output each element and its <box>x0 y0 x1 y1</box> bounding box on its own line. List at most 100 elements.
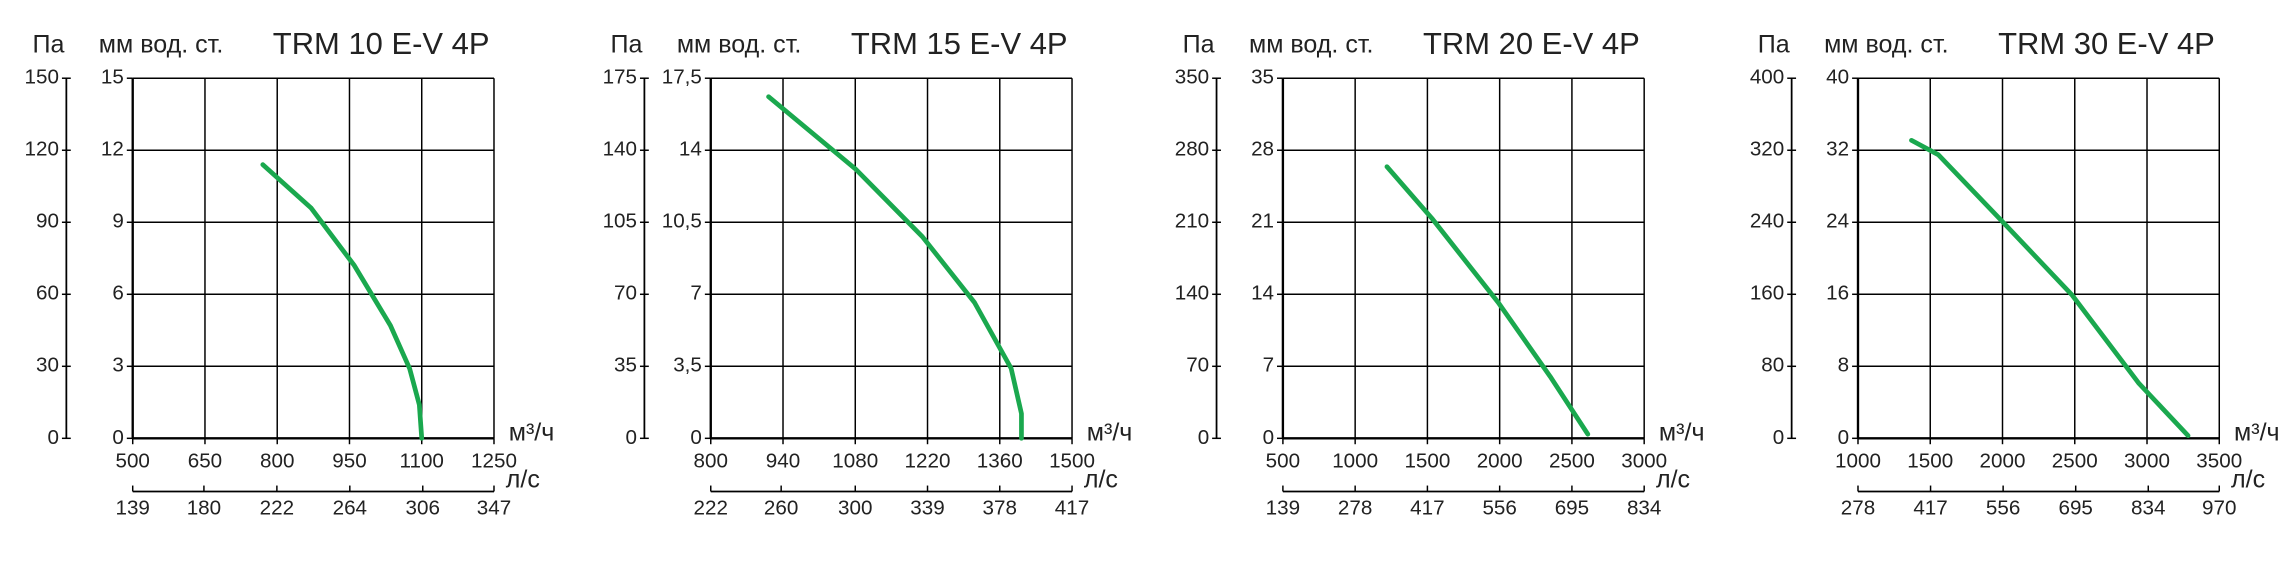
y2-tick-label: 14 <box>1251 282 1274 305</box>
x-tick-label: 3500 <box>2196 449 2242 472</box>
x-tick-label: 1000 <box>1332 449 1378 472</box>
y-axis-label: Па <box>32 30 64 58</box>
x2-tick-label: 970 <box>2202 497 2236 520</box>
x2-tick-label: 556 <box>1986 497 2020 520</box>
y-axis-label: Па <box>610 30 642 58</box>
y-tick-label: 140 <box>603 138 637 161</box>
x2-tick-label: 139 <box>1266 497 1300 520</box>
chart-title: TRM 20 E-V 4P <box>1423 26 1640 61</box>
x2-tick-label: 306 <box>406 497 440 520</box>
y2-tick-label: 35 <box>1251 66 1274 89</box>
x2-axis-label: л/с <box>506 466 540 494</box>
x-tick-label: 800 <box>260 449 294 472</box>
y-tick-label: 400 <box>1750 66 1784 89</box>
y2-tick-label: 9 <box>112 210 123 233</box>
x-tick-label: 2000 <box>1980 449 2026 472</box>
curve <box>766 94 1024 441</box>
x-tick-label: 500 <box>1266 449 1300 472</box>
y2-tick-label: 0 <box>1838 426 1849 449</box>
x2-tick-label: 300 <box>838 497 872 520</box>
x-tick-label: 1000 <box>1835 449 1881 472</box>
x-tick-label: 1500 <box>1049 449 1095 472</box>
y-tick-label: 210 <box>1175 210 1209 233</box>
x2-tick-label: 347 <box>477 497 511 520</box>
x-tick-label: 2000 <box>1477 449 1523 472</box>
x-tick-label: 650 <box>188 449 222 472</box>
curve <box>260 162 425 441</box>
chart-title: TRM 15 E-V 4P <box>851 26 1068 61</box>
x2-tick-label: 339 <box>910 497 944 520</box>
x2-tick-label: 222 <box>260 497 294 520</box>
y2-tick-label: 7 <box>1263 354 1274 377</box>
x-tick-label: 1360 <box>977 449 1023 472</box>
y-tick-label: 30 <box>36 354 59 377</box>
x-tick-label: 500 <box>115 449 149 472</box>
y2-tick-label: 28 <box>1251 138 1274 161</box>
y-tick-label: 70 <box>1186 354 1209 377</box>
x-axis-label: м³/ч <box>509 419 555 447</box>
y-tick-label: 90 <box>36 210 59 233</box>
y-tick-label: 80 <box>1761 354 1784 377</box>
x-axis-label: м³/ч <box>1659 419 1705 447</box>
x2-tick-label: 417 <box>1410 497 1444 520</box>
y2-tick-label: 12 <box>101 138 124 161</box>
x-tick-label: 1500 <box>1404 449 1450 472</box>
x2-tick-label: 222 <box>694 497 728 520</box>
x-axis-label: м³/ч <box>2234 419 2280 447</box>
y-tick-label: 70 <box>614 282 637 305</box>
curve <box>1384 164 1591 437</box>
y-tick-label: 120 <box>25 138 59 161</box>
x-tick-label: 940 <box>766 449 800 472</box>
y-tick-label: 240 <box>1750 210 1784 233</box>
y-tick-label: 35 <box>614 354 637 377</box>
x-tick-label: 2500 <box>1549 449 1595 472</box>
x2-tick-label: 278 <box>1841 497 1875 520</box>
x2-axis-label: л/с <box>1656 466 1690 494</box>
x2-tick-label: 417 <box>1913 497 1947 520</box>
y2-tick-label: 24 <box>1826 210 1849 233</box>
y2-tick-label: 14 <box>679 138 702 161</box>
y2-tick-label: 0 <box>690 426 701 449</box>
y2-axis-label: мм вод. ст. <box>677 30 802 58</box>
x2-tick-label: 264 <box>333 497 367 520</box>
y2-axis-label: мм вод. ст. <box>1824 30 1949 58</box>
chart-title: TRM 10 E-V 4P <box>273 26 490 61</box>
y2-tick-label: 0 <box>112 426 123 449</box>
x-tick-label: 1250 <box>471 449 517 472</box>
x-tick-label: 950 <box>332 449 366 472</box>
y2-tick-label: 21 <box>1251 210 1274 233</box>
y-tick-label: 0 <box>1198 426 1209 449</box>
y-axis-label: Па <box>1183 30 1215 58</box>
y-tick-label: 280 <box>1175 138 1209 161</box>
x-axis-label: м³/ч <box>1087 419 1133 447</box>
y-tick-label: 175 <box>603 66 637 89</box>
y2-tick-label: 6 <box>112 282 123 305</box>
x2-tick-label: 417 <box>1055 497 1089 520</box>
x2-tick-label: 556 <box>1482 497 1516 520</box>
y-tick-label: 350 <box>1175 66 1209 89</box>
curve <box>1909 137 2191 438</box>
x-tick-label: 3000 <box>2124 449 2170 472</box>
x2-tick-label: 278 <box>1338 497 1372 520</box>
x-tick-label: 1220 <box>905 449 951 472</box>
x2-tick-label: 834 <box>2131 497 2165 520</box>
y2-tick-label: 8 <box>1838 354 1849 377</box>
x2-tick-label: 378 <box>983 497 1017 520</box>
y2-tick-label: 16 <box>1826 282 1849 305</box>
x2-axis-label: л/с <box>1084 466 1118 494</box>
y-tick-label: 60 <box>36 282 59 305</box>
chart-title: TRM 30 E-V 4P <box>1998 26 2215 61</box>
y2-tick-label: 17,5 <box>662 66 702 89</box>
y-tick-label: 0 <box>1773 426 1784 449</box>
y-tick-label: 150 <box>25 66 59 89</box>
y-axis-label: Па <box>1758 30 1790 58</box>
x2-axis-label: л/с <box>2231 466 2265 494</box>
x-tick-label: 3000 <box>1621 449 1667 472</box>
y-tick-label: 0 <box>48 426 59 449</box>
y2-tick-label: 32 <box>1826 138 1849 161</box>
x2-tick-label: 695 <box>1555 497 1589 520</box>
y2-tick-label: 7 <box>690 282 701 305</box>
y2-axis-label: мм вод. ст. <box>1249 30 1374 58</box>
x2-tick-label: 180 <box>187 497 221 520</box>
